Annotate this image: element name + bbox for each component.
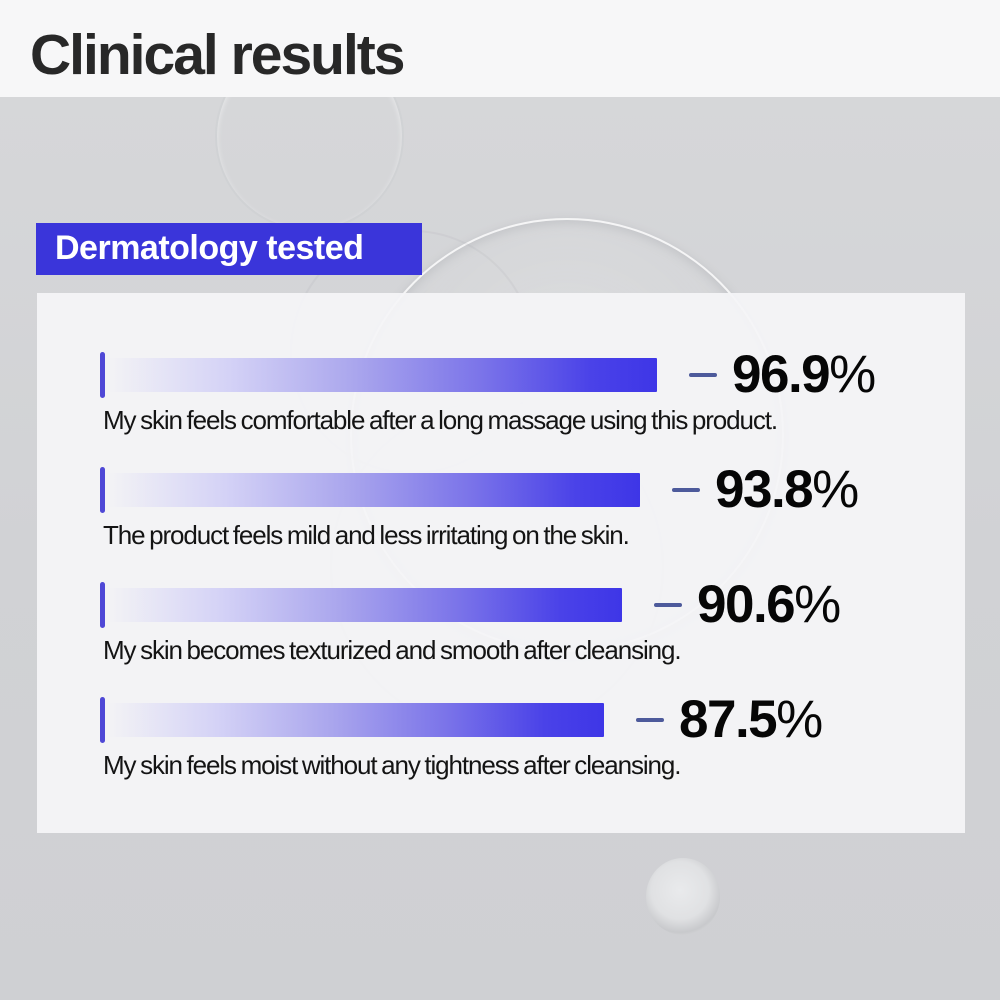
value-number: 96.9: [732, 345, 831, 404]
results-panel: 96.9% My skin feels comfortable after a …: [37, 293, 965, 833]
chart-row: 93.8% The product feels mild and less ir…: [37, 463, 965, 582]
percent-sign: %: [794, 575, 842, 634]
value-number: 93.8: [715, 460, 814, 519]
chart-row: 87.5% My skin feels moist without any ti…: [37, 693, 965, 812]
bar-line: 87.5%: [100, 693, 965, 746]
value-label: 93.8%: [715, 463, 859, 516]
percent-sign: %: [812, 460, 860, 519]
value-dash: [689, 373, 717, 377]
value-dash: [636, 718, 664, 722]
page-title: Clinical results: [30, 23, 405, 87]
percent-sign: %: [776, 690, 824, 749]
chart-rows: 96.9% My skin feels comfortable after a …: [37, 348, 965, 812]
chart-row: 90.6% My skin becomes texturized and smo…: [37, 578, 965, 697]
bar-description: The product feels mild and less irritati…: [103, 520, 630, 550]
chart-row: 96.9% My skin feels comfortable after a …: [37, 348, 965, 467]
bar-line: 90.6%: [100, 578, 965, 631]
value-dash: [654, 603, 682, 607]
bar-start-tick: [100, 467, 105, 513]
dermatology-tested-badge: Dermatology tested: [36, 223, 422, 275]
value-number: 87.5: [679, 690, 778, 749]
bar-fill: [108, 473, 640, 507]
bar-fill: [108, 703, 604, 737]
value-label: 90.6%: [697, 578, 841, 631]
header: Clinical results: [0, 0, 1000, 97]
bar-line: 96.9%: [100, 348, 965, 401]
value-number: 90.6: [697, 575, 796, 634]
bar-line: 93.8%: [100, 463, 965, 516]
value-dash: [672, 488, 700, 492]
bar-description: My skin feels moist without any tightnes…: [103, 750, 681, 780]
bar-start-tick: [100, 697, 105, 743]
value-label: 87.5%: [679, 693, 823, 746]
bar-description: My skin feels comfortable after a long m…: [103, 405, 778, 435]
bar-start-tick: [100, 352, 105, 398]
percent-sign: %: [829, 345, 877, 404]
value-label: 96.9%: [732, 348, 876, 401]
bar-start-tick: [100, 582, 105, 628]
badge-label: Dermatology tested: [55, 229, 364, 267]
bar-description: My skin becomes texturized and smooth af…: [103, 635, 682, 665]
bar-fill: [108, 588, 622, 622]
bubble-decoration: [646, 858, 720, 935]
bar-fill: [108, 358, 657, 392]
